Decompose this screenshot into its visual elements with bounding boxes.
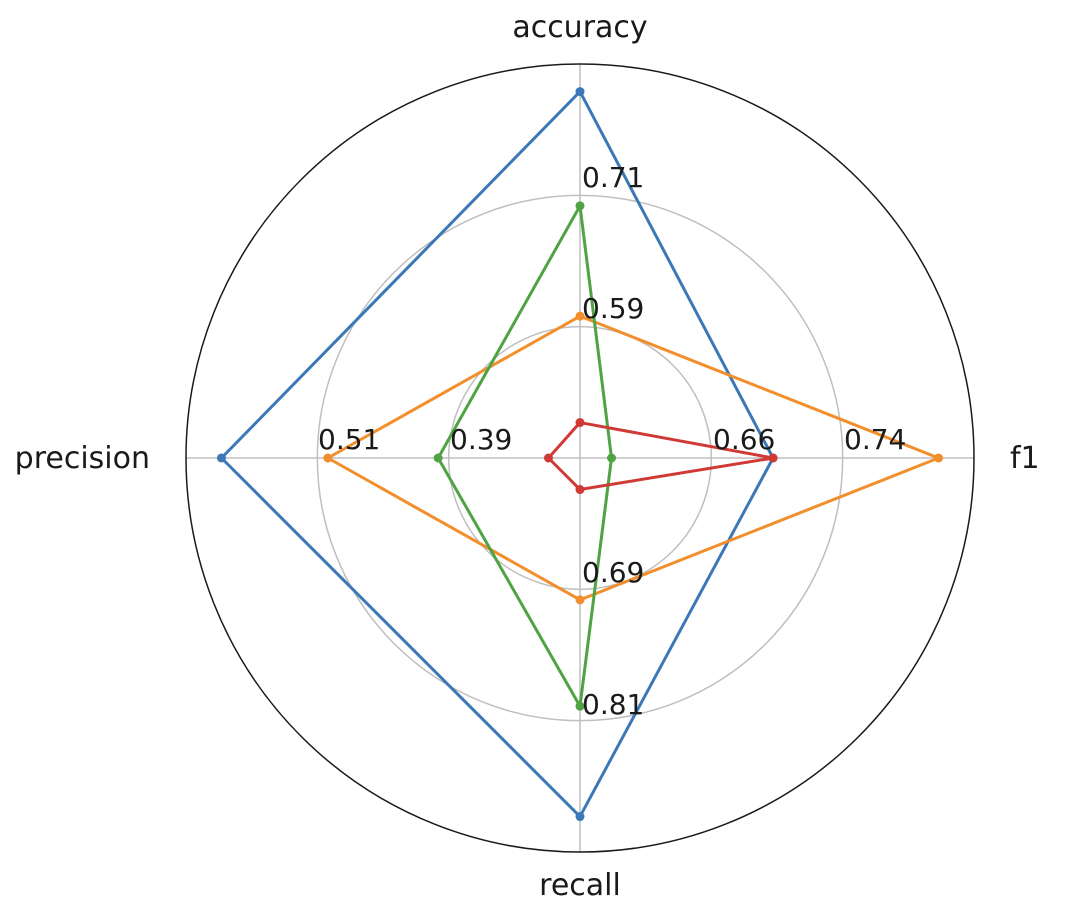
- series-3: [433, 201, 617, 711]
- series-3-point-f1: [607, 453, 617, 463]
- series-3-line: [436, 204, 614, 708]
- axis-label-accuracy: accuracy: [512, 10, 647, 45]
- series-2-point-f1: [934, 453, 944, 463]
- series-layer: [216, 87, 944, 822]
- tick-label-f1-outer: 0.74: [844, 423, 906, 456]
- tick-label-precision-inner: 0.39: [450, 423, 512, 456]
- axis-label-f1: f1: [1010, 441, 1040, 476]
- tick-label-accuracy-inner: 0.59: [582, 292, 644, 325]
- series-1-point-recall: [575, 812, 585, 822]
- label-layer: accuracy f1 recall precision 0.59 0.71 0…: [15, 10, 1040, 903]
- series-4-point-f1: [768, 453, 778, 463]
- series-2-point-accuracy: [575, 311, 585, 321]
- grid-layer: [185, 63, 975, 853]
- tick-label-precision-outer: 0.51: [318, 423, 380, 456]
- axis-label-recall: recall: [539, 868, 621, 903]
- tick-label-accuracy-outer: 0.71: [582, 161, 644, 194]
- outer-frame: [185, 63, 975, 853]
- series-3-point-precision: [433, 453, 443, 463]
- series-2-point-precision: [323, 453, 333, 463]
- series-1-point-accuracy: [575, 87, 585, 97]
- axis-label-precision: precision: [15, 441, 150, 476]
- series-4: [543, 418, 778, 495]
- series-2-point-recall: [575, 595, 585, 605]
- series-4-point-recall: [575, 485, 585, 495]
- series-4-point-precision: [543, 453, 553, 463]
- tick-label-recall-outer: 0.81: [582, 688, 644, 721]
- series-2: [323, 311, 944, 605]
- series-1-point-precision: [216, 453, 226, 463]
- series-3-point-recall: [575, 701, 585, 711]
- tick-label-recall-inner: 0.69: [582, 556, 644, 589]
- series-4-point-accuracy: [575, 418, 585, 428]
- tick-label-f1-inner: 0.66: [713, 423, 775, 456]
- series-3-point-accuracy: [575, 201, 585, 211]
